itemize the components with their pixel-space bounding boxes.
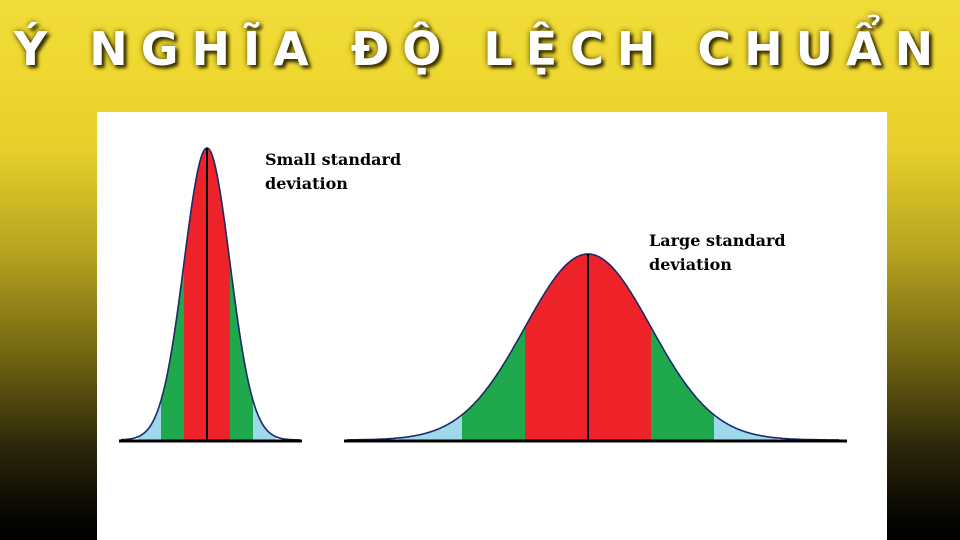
small-sd-label-line1: Small standard bbox=[265, 150, 402, 169]
small-sd-curve bbox=[119, 147, 302, 443]
small-sd-label-line2: deviation bbox=[265, 174, 348, 193]
page-title: Ý NGHĨA ĐỘ LỆCH CHUẨN bbox=[13, 22, 947, 76]
large-outline bbox=[347, 253, 839, 441]
small-sd-label: Small standard deviation bbox=[265, 148, 401, 196]
large-sd-label-line2: deviation bbox=[649, 255, 732, 274]
large-sd-label-line1: Large standard bbox=[649, 231, 786, 250]
large-band-3sd-left bbox=[399, 414, 462, 440]
large-band-3sd-right bbox=[714, 414, 777, 440]
distribution-diagram bbox=[119, 147, 847, 443]
small-outline bbox=[121, 147, 300, 441]
diagram-panel: Small standard deviation Large standard … bbox=[97, 112, 887, 540]
small-band-3sd-left bbox=[138, 400, 161, 440]
small-band-3sd-right bbox=[253, 400, 276, 440]
large-sd-label: Large standard deviation bbox=[649, 229, 786, 277]
large-sd-curve bbox=[344, 253, 847, 443]
